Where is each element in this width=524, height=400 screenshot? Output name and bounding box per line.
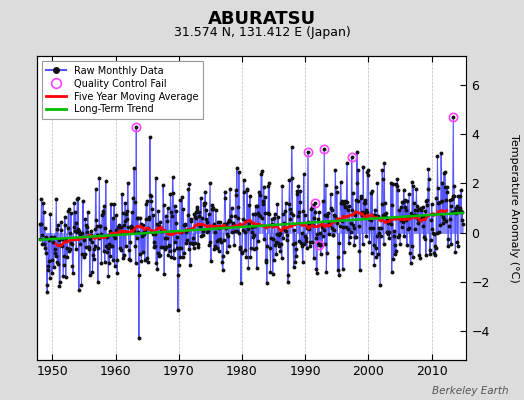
Text: Berkeley Earth: Berkeley Earth	[432, 386, 508, 396]
Legend: Raw Monthly Data, Quality Control Fail, Five Year Moving Average, Long-Term Tren: Raw Monthly Data, Quality Control Fail, …	[41, 61, 203, 119]
Text: ABURATSU: ABURATSU	[208, 10, 316, 28]
Y-axis label: Temperature Anomaly (°C): Temperature Anomaly (°C)	[509, 134, 519, 282]
Text: 31.574 N, 131.412 E (Japan): 31.574 N, 131.412 E (Japan)	[173, 26, 351, 39]
